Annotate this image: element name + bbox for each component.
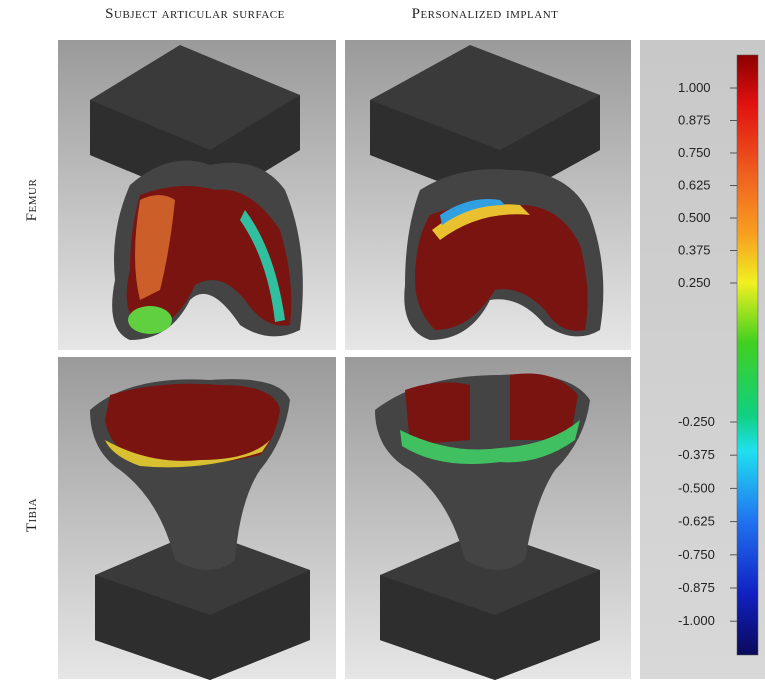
scale-label: -1.000 xyxy=(678,613,715,628)
femur-implant-panel xyxy=(345,40,631,350)
column-header: Personalized implant xyxy=(412,6,559,22)
scale-label: -0.625 xyxy=(678,514,715,529)
scale-label: 0.500 xyxy=(678,210,711,225)
scale-label: 0.375 xyxy=(678,243,711,258)
scale-label: 1.000 xyxy=(678,80,711,95)
row-label: Tibia xyxy=(24,498,40,532)
colorbar-panel xyxy=(640,40,765,679)
scale-label: -0.750 xyxy=(678,547,715,562)
scale-label: -0.875 xyxy=(678,580,715,595)
colorbar-labels: 1.000 0.875 0.750 0.625 0.500 0.375 0.250 -0.25… xyxy=(678,80,737,628)
row-label: Femur xyxy=(24,179,40,222)
tibia-subject-panel xyxy=(58,357,336,680)
scale-label: 0.750 xyxy=(678,145,711,160)
femur-subject-panel xyxy=(58,40,336,350)
scale-label: 0.625 xyxy=(678,178,711,193)
tibia-implant-panel xyxy=(345,357,631,680)
colorbar xyxy=(736,54,759,656)
scale-label: -0.250 xyxy=(678,414,715,429)
scale-label: -0.375 xyxy=(678,447,715,462)
column-header: Subject articular surface xyxy=(105,6,285,22)
scale-label: -0.500 xyxy=(678,480,715,495)
scale-label: 0.250 xyxy=(678,275,711,290)
scale-label: 0.875 xyxy=(678,113,711,128)
